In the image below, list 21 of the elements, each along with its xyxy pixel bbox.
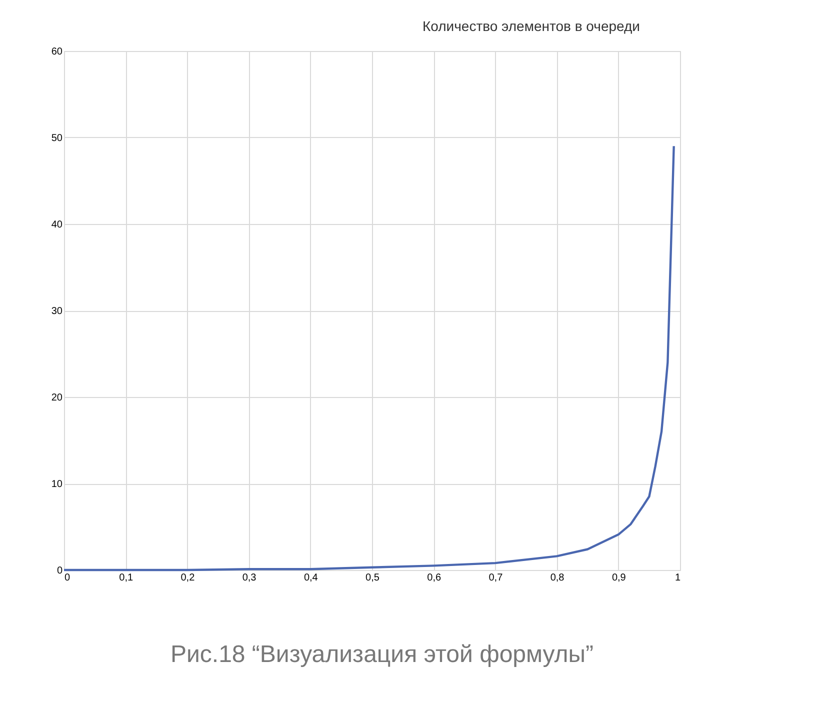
x-tick-label: 0,8 [550,572,565,584]
text: Рис.18 “Визуализация этой формулы” [170,641,594,668]
x-tick-label: 0,2 [180,572,196,584]
y-tick-label: 50 [51,133,63,144]
x-tick-label: 0,7 [488,572,504,584]
x-tick-label: 0,1 [119,572,134,584]
chart-title: Количество элементов в очереди [422,18,640,34]
line-series [62,145,675,572]
x-tick-label: 0,4 [304,572,318,584]
y-tick-label: 10 [51,479,63,490]
y-tick-label: 40 [51,220,63,230]
x-tick-label: 0,6 [427,572,442,584]
x-tick-label: 0 [64,572,70,584]
x-tick-label: 0,5 [366,572,380,584]
x-tick-label: 0,9 [612,572,626,584]
y-tick-label: 20 [51,392,63,404]
x-tick-label: 0,3 [242,572,257,584]
y-tick-label: 60 [51,46,63,58]
y-tick-label: 0 [56,566,63,576]
x-tick-label: 1 [674,572,681,584]
y-tick-label: 30 [51,306,63,317]
